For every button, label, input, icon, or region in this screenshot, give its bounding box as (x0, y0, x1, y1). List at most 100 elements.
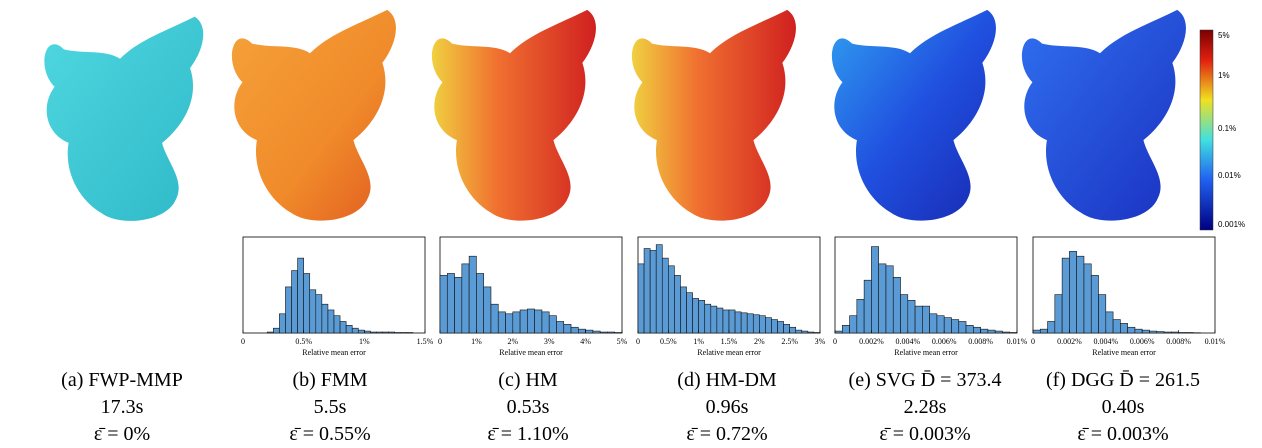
bar (795, 329, 803, 334)
mesh-render (631, 9, 796, 221)
caption-caption: (e) SVG D̄ = 373.4 (849, 369, 1002, 391)
bar (807, 331, 815, 334)
caption-caption: (a) FWP-MMP (61, 369, 183, 391)
colorbar (1199, 29, 1214, 231)
bar (943, 317, 952, 334)
bar (345, 325, 353, 334)
mesh-renders (44, 9, 1186, 221)
x-tick-label: 3% (815, 337, 826, 346)
bar (483, 286, 492, 334)
bar (973, 326, 981, 334)
x-tick-label: 0.01% (1205, 337, 1226, 346)
bar (382, 331, 389, 334)
colorbar-label: 0.001% (1218, 220, 1245, 229)
bar (668, 265, 675, 334)
bar (273, 327, 280, 334)
bar (900, 294, 909, 334)
bar (321, 303, 329, 334)
bar (309, 289, 317, 334)
bar (1134, 328, 1143, 334)
x-tick-label: 1% (693, 337, 704, 346)
caption-caption: (b) FMM (292, 369, 367, 391)
x-tick-label: 0.002% (1057, 337, 1082, 346)
bar (994, 330, 1003, 334)
bar (1141, 329, 1150, 334)
bar (885, 265, 894, 334)
bar (698, 300, 706, 334)
bar (722, 309, 730, 334)
x-tick-label: 3% (544, 337, 555, 346)
x-tick-label: 1.5% (721, 337, 738, 346)
x-tick-label: 1% (471, 337, 482, 346)
bar (1061, 257, 1070, 334)
bar (771, 319, 778, 334)
caption-time: 5.5s (314, 396, 347, 418)
bar (1032, 329, 1041, 334)
bar (878, 263, 887, 334)
bar (333, 315, 341, 334)
caption-time: 2.28s (904, 396, 947, 418)
bar (643, 248, 651, 334)
caption-error: ε̄ = 0.003% (879, 423, 970, 445)
caption-time: 0.40s (1102, 396, 1145, 418)
x-axis-label: Relative mean error (1092, 348, 1156, 357)
caption-time: 0.96s (706, 396, 749, 418)
bar (1127, 326, 1136, 334)
bar (1069, 251, 1077, 334)
bar (339, 321, 347, 334)
bar (297, 257, 304, 334)
bar (765, 317, 772, 334)
bar (454, 277, 463, 334)
bar (1149, 330, 1158, 334)
bar (716, 307, 724, 334)
bar (461, 263, 470, 334)
x-tick-label: 0.006% (932, 337, 957, 346)
bar (1098, 294, 1107, 334)
x-tick-label: 0.5% (660, 337, 677, 346)
bar (327, 309, 335, 334)
caption-time: 17.3s (101, 396, 144, 418)
bar (649, 250, 657, 334)
bar (789, 326, 797, 334)
colorbar-label: 1% (1218, 71, 1230, 80)
bar (914, 305, 923, 334)
colorbar-label: 0.01% (1218, 171, 1241, 180)
bar (548, 315, 557, 334)
x-tick-label: 5% (617, 337, 628, 346)
bar (710, 305, 718, 334)
bar (351, 327, 359, 334)
bar (1076, 255, 1085, 334)
bar (936, 315, 945, 334)
x-tick-label: 0.01% (1007, 337, 1028, 346)
bar (1120, 323, 1128, 334)
bar (357, 329, 365, 334)
bar (863, 279, 872, 334)
mesh-render (1021, 9, 1186, 221)
bar (497, 311, 506, 334)
bar (1171, 331, 1179, 334)
x-tick-label: 0 (636, 337, 640, 346)
colorbar-label: 5% (1218, 31, 1230, 40)
bar (674, 275, 681, 334)
x-tick-label: 1% (359, 337, 370, 346)
bar (929, 313, 938, 334)
bar (388, 331, 395, 334)
caption-error: ε̄ = 0.55% (289, 423, 370, 445)
bar (376, 331, 383, 334)
bar (783, 324, 790, 334)
bar (1163, 331, 1172, 334)
bar (704, 303, 712, 334)
bar (490, 303, 499, 334)
bar (527, 308, 535, 334)
bar (592, 330, 601, 334)
bar (740, 312, 748, 334)
caption-caption: (f) DGG D̄ = 261.5 (1046, 369, 1200, 391)
x-tick-label: 0.006% (1130, 337, 1155, 346)
bar (446, 273, 455, 334)
bar (637, 263, 645, 334)
x-axis-label: Relative mean error (697, 348, 761, 357)
bar (801, 330, 809, 334)
bar (734, 311, 742, 334)
bar (607, 331, 616, 334)
